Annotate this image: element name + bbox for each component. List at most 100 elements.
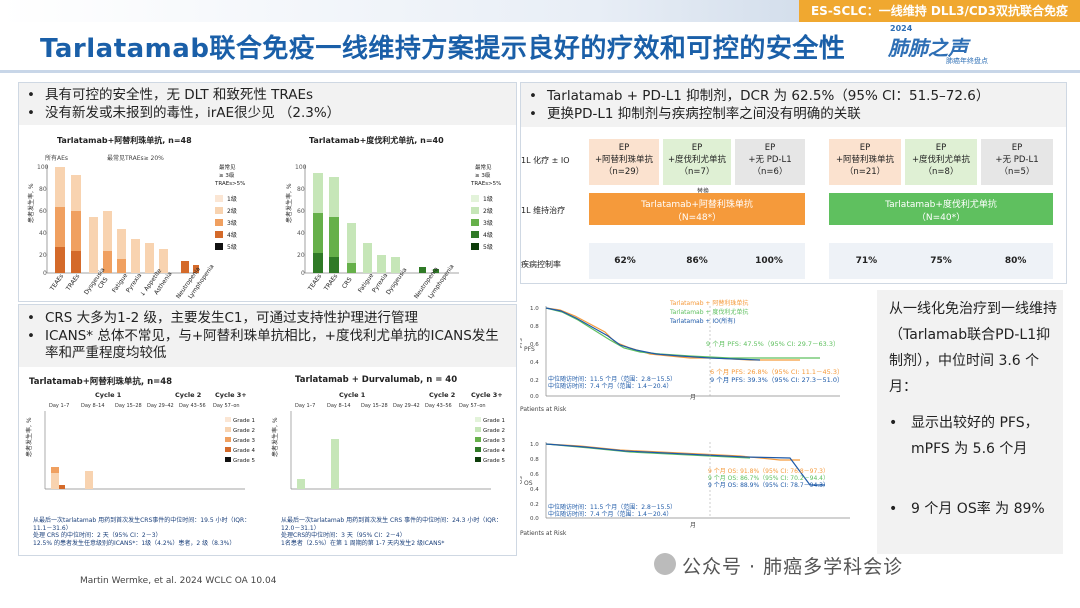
summary-bullet-1: • 显示出较好的 PFS，mPFS 为 5.6 个月 [889,410,1059,462]
crs-legend-right: Grade 1 Grade 2 Grade 3 Grade 4 Grade 5 [475,417,506,464]
svg-text:60: 60 [39,208,47,215]
svg-text:4级: 4级 [227,231,237,239]
row-label-dcr: 疾病控制率 [521,260,561,269]
svg-text:Grade 4: Grade 4 [483,448,506,454]
svg-text:TEAEs: TEAEs [306,273,323,293]
ae-left-label-all: 所有AEs [45,155,69,162]
crs-bullet-2: • ICANS* 总体不常见，与+阿替利珠单抗相比，+度伐利尤单抗的ICANS发生… [27,328,507,362]
km-legend-1: Tarlatamab + 阿替利珠单抗 [670,300,749,307]
svg-text:Cycle 3+: Cycle 3+ [471,391,503,399]
wechat-icon [654,553,676,575]
svg-text:40: 40 [39,230,47,237]
svg-text:20: 20 [297,252,305,259]
crs-note-left-1: 从最后一次tarlatamab 用药到首次发生CRS事件的中位时间：19.5 小… [33,517,251,532]
ep-n: （n=6） [752,167,788,177]
svg-text:100: 100 [295,164,307,171]
maint-left-n: （N=48*） [672,213,722,223]
svg-text:≥ 3级: ≥ 3级 [219,171,235,179]
crs-note-right-1: 从最后一次tarlatamab 用药到首次发生 CRS 事件的中位时间：24.3… [281,517,503,532]
svg-text:0.2: 0.2 [530,502,539,508]
svg-text:3级: 3级 [227,219,237,227]
safety-bullet-2: • 没有新发或未报到的毒性，irAE很少见 （2.3%） [27,105,341,121]
svg-text:3级: 3级 [483,219,493,227]
svg-text:0.0: 0.0 [530,394,539,400]
ep-box-left-3: EP +无 PD-L1 （n=6） [735,139,805,185]
crs-charts: Cycle 1 Cycle 2 Cycle 3+ Cycle 1 Cycle 2 Cyc… [25,391,506,490]
svg-text:Day 1–7: Day 1–7 [295,403,315,409]
efficacy-bullet-2-text: 更换PD-L1 抑制剂与疾病控制率之间没有明确的关联 [547,106,861,122]
svg-text:Cycle 2: Cycle 2 [175,391,201,399]
maint-left-label: Tarlatamab+阿替利珠单抗 [641,200,753,210]
svg-text:Grade 4: Grade 4 [233,448,256,454]
ep-label: EP [764,143,776,153]
crs-notes-left: 从最后一次tarlatamab 用药到首次发生CRS事件的中位时间：19.5 小… [33,517,263,547]
panel-efficacy: • Tarlatamab + PD-L1 抑制剂，DCR 为 62.5%（95% … [520,82,1067,284]
ep-n: （n=21） [844,167,886,177]
svg-text:TEAEs: TEAEs [48,273,65,293]
topic-tag: ES-SCLC：一线维持 DLL3/CD3双抗联合免疫 [798,0,1080,22]
crs-left-title: Tarlatamab+阿替利珠单抗, n=48 [29,377,173,387]
svg-text:0.4: 0.4 [530,360,539,366]
svg-text:TRAEs>5%: TRAEs>5% [470,181,501,187]
ep-n: （n=29） [603,167,645,177]
svg-text:0.0: 0.0 [530,516,539,522]
km-os-line-2: 9 个月 OS: 86.7%（95% CI: 70.2－94.4） [708,475,830,482]
ae-right-title: Tarlatamab+度伐利尤单抗, n=40 [309,136,444,145]
svg-text:Day 29–42: Day 29–42 [147,403,174,409]
svg-text:患者发生率, %: 患者发生率, % [271,417,279,457]
crs-bullet-1: • CRS 大多为1-2 级，主要发生C1，可通过支持性护理进行管理 [27,310,419,326]
switch-note: 替换 [697,188,710,195]
svg-text:Cycle 1: Cycle 1 [339,391,366,399]
km-os-ylabel: OS [524,480,533,487]
brand-logo: 2024 肺肺之声 肺癌年终盘点 [888,24,1018,66]
svg-text:80: 80 [39,186,47,193]
ae-left-title: Tarlatamab+阿替利珠单抗, n=48 [57,136,192,145]
svg-text:Grade 1: Grade 1 [233,418,255,424]
svg-text:最常见: 最常见 [475,163,492,171]
dcr-row-left: 62% 86% 100% [589,243,805,279]
crs-header-bg [19,305,516,367]
svg-text:5级: 5级 [227,243,237,251]
ep-label: EP [935,143,947,153]
km-legend: Tarlatamab + 阿替利珠单抗 Tarlatamab + 度伐利尤单抗 … [670,298,748,325]
ep-label: EP [618,143,630,153]
svg-text:Cycle 1: Cycle 1 [95,391,122,399]
ep-drug: +度伐利尤单抗 [667,155,727,165]
ep-drug: +无 PD-L1 [748,155,792,165]
svg-text:Grade 1: Grade 1 [483,418,505,424]
ae-right-bars [313,173,439,273]
ae-left-label-common: 最常见TRAEs≥ 20% [107,155,164,162]
dcr-value: 71% [855,256,878,266]
efficacy-header-bg [521,83,1066,127]
svg-text:患者发生率, %: 患者发生率, % [285,183,293,223]
svg-text:Day 1–7: Day 1–7 [49,403,69,409]
crs-legend-left: Grade 1 Grade 2 Grade 3 Grade 4 Grade 5 [225,417,256,464]
svg-text:Day 8–14: Day 8–14 [81,403,105,409]
summary-bullet-2-text: 9 个月 OS率 为 89% [911,501,1045,517]
svg-text:20: 20 [39,252,47,259]
ep-drug: +度伐利尤单抗 [911,155,971,165]
title-divider [0,70,1080,73]
logo-name: 肺肺之声 [888,36,968,60]
summary-box: 从一线化免治疗到一线维持（Tarlamab联合PD-L1抑制剂），中位时间 3.… [877,290,1063,554]
dcr-row-right: 71% 75% 80% [829,243,1053,279]
km-legend-3: Tarlatamab + IO(所有) [670,318,736,325]
svg-text:Grade 2: Grade 2 [483,428,505,434]
row-label-maintenance: 1L 维持治疗 [521,206,566,215]
svg-text:≥ 3级: ≥ 3级 [475,171,491,179]
svg-text:60: 60 [297,208,305,215]
km-legend-2: Tarlatamab + 度伐利尤单抗 [670,309,749,316]
svg-text:CRS: CRS [341,276,354,290]
km-os-mfu-2: 中位随访时间：7.4 个月（范围：1.4－20.4） [548,511,673,518]
panel-safety: • 具有可控的安全性，无 DLT 和致死性 TRAEs • 没有新发或未报到的毒性，… [18,82,517,302]
ep-drug: +阿替利珠单抗 [594,155,654,165]
panel-crs: • CRS 大多为1-2 级，主要发生C1，可通过支持性护理进行管理 • ICANS… [18,304,517,556]
crs-note-right-3: 1名患者（2.5%）在第 1 周期的第 1-7 天内发生2 级ICANS* [281,539,445,547]
safety-bullet-2-text: 没有新发或未报到的毒性，irAE很少见 （2.3%） [45,105,341,121]
crs-right-title: Tarlatamab + Durvalumab, n = 40 [295,375,458,385]
ep-drug: +无 PD-L1 [995,155,1039,165]
svg-text:1.0: 1.0 [530,442,539,448]
ep-label: EP [1011,143,1023,153]
km-pfs-ylabel: PFS [524,346,535,353]
summary-bullet-1-text: 显示出较好的 PFS，mPFS 为 5.6 个月 [911,415,1039,457]
